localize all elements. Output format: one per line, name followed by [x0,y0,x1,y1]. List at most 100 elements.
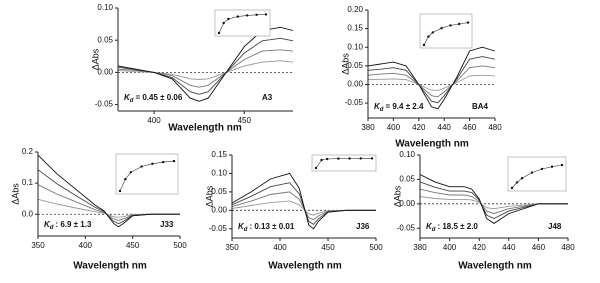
y-tick-label: -0.05 [209,224,228,233]
spectrum-line [419,174,568,224]
inset-point [431,31,434,34]
kd-subscript: d [432,227,436,233]
x-axis-label: Wavelength nm [458,261,532,272]
kd-annotation: Kd = 0.45 ± 0.06 [124,93,183,103]
x-axis-label: Wavelength nm [168,123,242,134]
inset-point [540,167,544,171]
x-tick-label: 480 [561,243,575,252]
y-tick-label: -0.05 [397,223,416,232]
y-tick-label: 0.05 [211,187,227,196]
y-tick-label: 0.10 [97,3,113,12]
inset-frame [115,153,179,195]
panel: 0.2 0.1 0.0 350 400 450 500 Wavelength nm ΔAbs Kd… [10,147,187,272]
compound-label: J48 [548,222,562,231]
y-axis-label: ΔAbs [392,185,402,207]
kd-symbol: K [44,220,51,229]
x-axis-label: Wavelength nm [268,261,342,272]
inset-point [236,15,239,18]
kd-subscript: d [380,107,384,113]
inset-frame [419,13,473,49]
x-tick-label: 400 [443,243,457,252]
inset-point [326,157,329,161]
kd-value: = 0.45 ± 0.06 [135,93,182,102]
x-tick-label: 500 [369,243,383,252]
kd-annotation: Kd: 0.13 ± 0.01 [238,222,295,232]
x-tick-label: 450 [126,241,140,250]
x-axis-label: Wavelength nm [73,261,147,272]
compound-label: BA4 [472,102,489,111]
kd-subscript: d [244,227,248,233]
spectrum-line [419,196,568,210]
inset-frame [311,154,377,172]
kd-annotation: Kd: 6.9 ± 1.3 [44,220,92,230]
y-axis-label: ΔAbs [340,53,350,75]
y-tick-label: 0.10 [211,169,227,178]
x-tick-label: 380 [361,123,375,132]
y-tick-label: 0.00 [211,205,227,214]
inset-point [140,165,143,168]
x-tick-label: 350 [31,241,45,250]
panel: 0.20 0.15 0.10 0.05 0.00 -0.05 380 400 420 440 460… [340,5,502,150]
inset-point [530,171,534,174]
kd-symbol: K [426,222,433,231]
panel: 0.10 0.05 0.00 -0.05 380 400 420 440 460 480 Wavel… [392,150,575,272]
x-tick-label: 450 [238,116,252,125]
y-axis-label: ΔAbs [90,48,100,70]
inset-point [422,43,426,47]
y-tick-label: 0.00 [347,80,363,89]
spectrum-line [419,188,568,215]
inset-point [449,24,452,27]
inset-point [129,171,132,174]
kd-value: : 6.9 ± 1.3 [55,220,92,229]
compound-label: A3 [262,93,273,102]
x-tick-label: 460 [463,123,477,132]
spectrum-line [117,60,294,80]
x-tick-label: 500 [173,241,187,250]
inset-point [520,177,524,180]
x-tick-label: 420 [473,243,487,252]
inset-point [427,35,430,38]
inset-point [162,160,165,164]
spectrum-line [231,200,376,216]
x-tick-label: 460 [532,243,546,252]
inset-point [515,181,519,184]
y-axis-label: ΔAbs [10,183,20,205]
inset-point [246,14,249,17]
x-tick-label: 480 [488,123,502,132]
y-tick-label: 0.00 [399,199,415,208]
inset-point [458,22,461,26]
spectrum-line [231,182,376,225]
spectrum-line [367,56,496,104]
y-tick-label: 0.05 [97,35,113,44]
inset-point [370,157,374,160]
kd-subscript: d [130,98,134,104]
y-axis-label: ΔAbs [204,185,214,207]
compound-label: J33 [160,220,174,229]
x-axis-label: Wavelength nm [395,139,469,150]
x-tick-label: 440 [438,123,452,132]
inset-point [320,158,323,162]
y-tick-label: 0.0 [22,209,34,218]
inset-point [227,17,230,21]
inset-point [359,157,362,160]
y-tick-label: 0.20 [347,5,363,14]
inset-point [264,13,268,16]
spectrum-line [117,26,294,102]
y-tick-label: 0.15 [347,24,363,33]
panel: 0.15 0.10 0.05 0.00 -0.05 350 400 450 500 Wavelen… [204,150,383,272]
spectrum-line [367,46,496,110]
inset-point [510,186,514,190]
inset-point [151,162,154,165]
kd-annotation: Kd: 18.5 ± 2.0 [426,222,478,232]
inset-point [124,177,127,181]
spectrum-line [37,154,180,228]
y-tick-label: 0.05 [399,175,415,184]
inset-point [337,157,340,160]
inset-point [314,166,318,170]
y-tick-label: -0.05 [345,98,364,107]
y-tick-label: 0.2 [22,147,34,156]
kd-value: : 0.13 ± 0.01 [249,222,294,231]
inset-point [440,27,443,30]
